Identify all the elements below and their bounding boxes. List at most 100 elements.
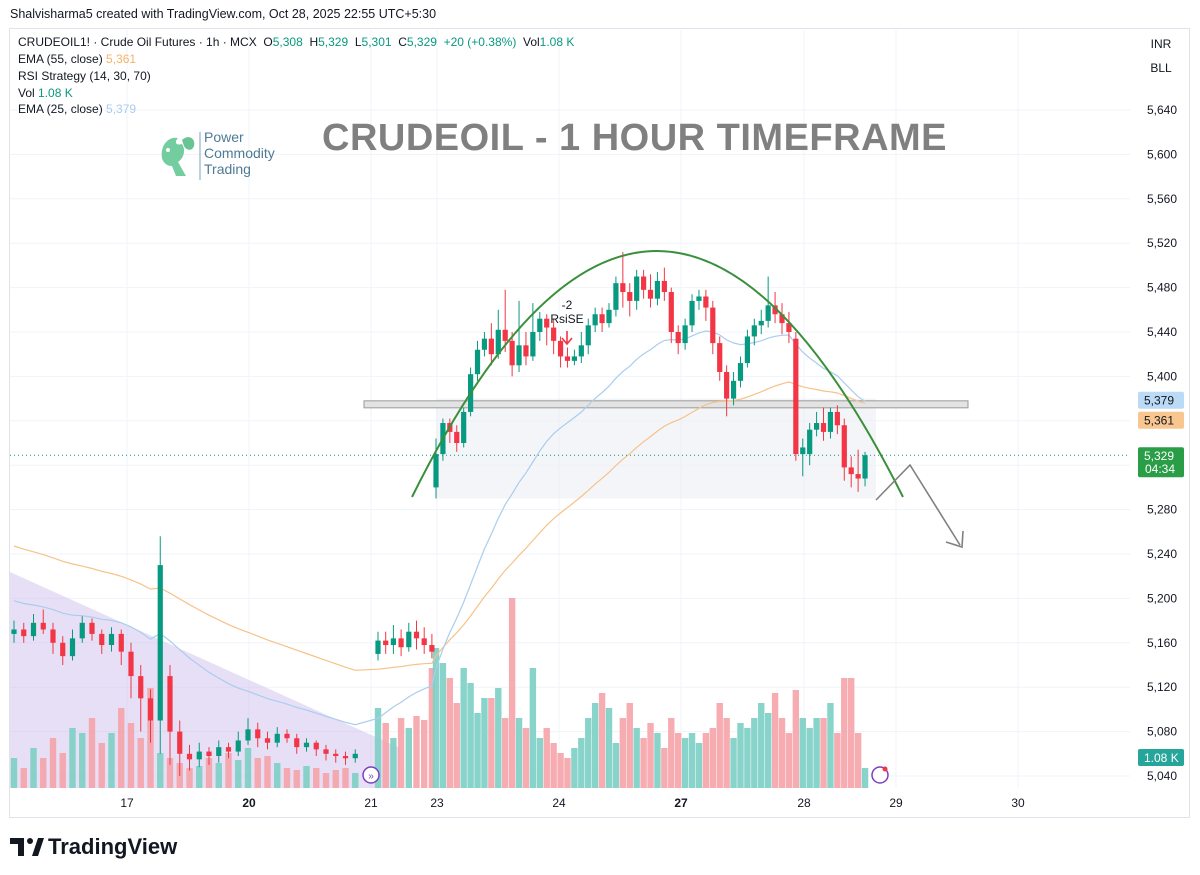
candle-body <box>30 622 37 637</box>
candle-body <box>421 638 427 646</box>
rounding-top-arc <box>411 250 904 498</box>
volume-bar <box>522 728 530 788</box>
candle-body <box>157 565 163 721</box>
volume-bar <box>166 758 174 788</box>
y-tick-label: 5,040 <box>1147 769 1177 783</box>
legend-symbol[interactable]: CRUDEOIL1! · Crude Oil Futures · 1h · MC… <box>18 35 257 49</box>
attribution-text: Shalvisharma5 created with TradingView.c… <box>10 7 437 21</box>
legend-ema25-row[interactable]: EMA (25, close) 5,379 <box>18 102 136 116</box>
volume-bar <box>186 768 193 788</box>
candle-body <box>800 447 806 455</box>
legend-o-value: 5,308 <box>272 35 303 49</box>
legend-symbol-row[interactable]: CRUDEOIL1! · Crude Oil Futures · 1h · MC… <box>18 35 574 49</box>
candle-body <box>744 336 750 364</box>
chart-pane[interactable] <box>9 28 1190 818</box>
legend-ema55-row[interactable]: EMA (55, close) 5,361 <box>18 52 136 66</box>
legend-o-label: O <box>263 35 273 49</box>
volume-bar <box>688 733 696 788</box>
volume-bar <box>626 703 633 788</box>
legend-ema55-label[interactable]: EMA (55, close) <box>18 52 103 66</box>
x-tick-label: 30 <box>1011 796 1025 810</box>
candle-body <box>551 327 557 341</box>
candle-body <box>730 380 737 399</box>
candle-body <box>235 740 241 752</box>
x-tick-label: 29 <box>889 796 903 810</box>
volume-bar <box>79 733 86 788</box>
tradingview-brand[interactable]: TradingView <box>48 834 178 859</box>
candle-body <box>834 411 840 426</box>
y-tick-label: 5,240 <box>1147 547 1177 561</box>
legend-h-value: 5,329 <box>318 35 349 49</box>
volume-bar <box>827 703 834 788</box>
volume-bar <box>841 678 848 788</box>
volume-bar <box>118 708 125 788</box>
volume-bar <box>647 723 654 788</box>
legend-rsi-label[interactable]: RSI Strategy (14, 30, 70) <box>18 69 151 83</box>
last-price-tag-bg <box>1138 447 1184 478</box>
volume-bar <box>744 728 751 788</box>
volume-bar <box>225 753 232 788</box>
volume-bar <box>196 766 203 788</box>
y-tick-label: 5,520 <box>1147 236 1177 250</box>
candle-body <box>481 338 488 350</box>
candle-body <box>862 455 868 479</box>
candle-body <box>516 345 522 366</box>
ema25-price-tag-bg <box>1138 391 1184 409</box>
volume-bar <box>515 718 523 788</box>
volume-bar <box>861 768 869 788</box>
legend-rsi-row[interactable]: RSI Strategy (14, 30, 70) <box>18 69 151 83</box>
legend-c-value: 5,329 <box>406 35 437 49</box>
volume-bar <box>571 748 578 788</box>
candle-body <box>245 729 251 741</box>
volume-bar <box>30 748 37 788</box>
candle-body <box>413 631 420 639</box>
sell-signal-arrow <box>561 331 573 346</box>
candle-body <box>79 622 85 639</box>
candle-body <box>488 338 494 355</box>
volume-bar <box>764 713 772 788</box>
volume-bar <box>737 723 744 788</box>
volume-bar <box>157 753 164 788</box>
candle-body <box>592 314 598 326</box>
legend-vol-row[interactable]: Vol 1.08 K <box>18 86 73 100</box>
candle-body <box>461 411 467 443</box>
y-tick-label: 5,600 <box>1147 147 1177 161</box>
volume-bar <box>137 738 144 788</box>
volume-bar <box>428 668 436 788</box>
candle-body <box>613 283 619 310</box>
legend-ema25-value: 5,379 <box>106 102 137 116</box>
legend-ema25-label[interactable]: EMA (25, close) <box>18 102 103 116</box>
unit-button[interactable]: BLL <box>1150 61 1172 75</box>
candle-body <box>274 733 280 743</box>
volume-bar <box>792 690 800 788</box>
volume-bar <box>313 768 320 788</box>
candle-body <box>352 753 358 759</box>
candle-body <box>606 309 612 324</box>
legend-l-label: L <box>354 35 362 49</box>
candle-body <box>186 753 193 760</box>
candle-body <box>689 300 695 326</box>
volume-bar <box>382 723 389 788</box>
volume-bar <box>10 758 18 788</box>
legend-vol2-value: 1.08 K <box>38 86 73 100</box>
last-price-tag-sub: 04:34 <box>1145 462 1175 476</box>
candle-body <box>696 296 702 301</box>
volume-bar <box>598 693 606 788</box>
volume-tag-text: 1.08 K <box>1144 751 1179 765</box>
candle-body <box>544 318 550 328</box>
volume-bar <box>619 718 627 788</box>
legend-vol2-label[interactable]: Vol <box>18 86 35 100</box>
volume-bar <box>508 598 516 788</box>
candle-body <box>765 305 771 321</box>
currency-button[interactable]: INR <box>1150 37 1172 51</box>
candle-body <box>294 738 300 748</box>
y-tick-label: 5,400 <box>1147 369 1177 383</box>
down-channel-drawing <box>10 572 400 788</box>
candle-body <box>99 633 105 646</box>
candle-body <box>724 371 730 399</box>
volume-bar <box>681 738 689 788</box>
ema55-price-tag-text: 5,361 <box>1144 414 1174 428</box>
volume-bar <box>405 728 412 788</box>
volume-bar <box>834 733 841 788</box>
